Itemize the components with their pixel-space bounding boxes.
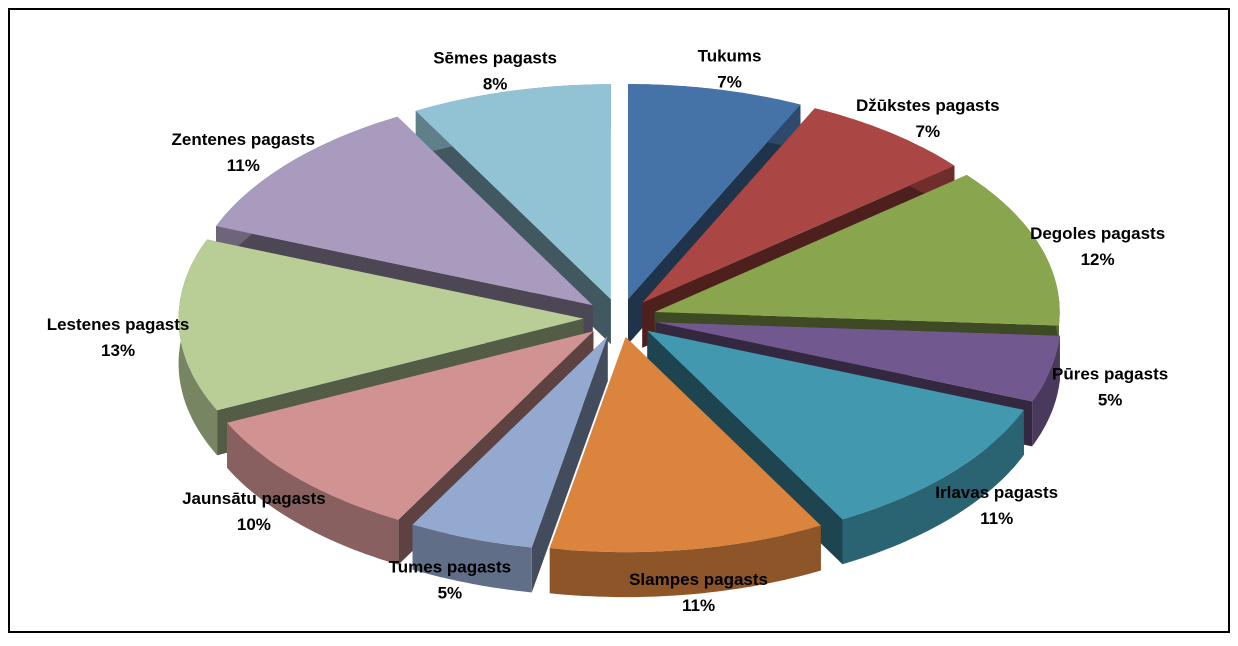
slice-value-label: 5% — [1098, 391, 1123, 410]
slice-label: Pūres pagasts — [1052, 365, 1168, 384]
slice-value-label: 11% — [980, 509, 1013, 528]
slice-top — [178, 239, 584, 411]
slice — [549, 337, 821, 598]
slice-outer-side — [412, 524, 532, 593]
slice-value-label: 7% — [916, 122, 941, 141]
slice-top — [216, 116, 593, 306]
slice-radial-side — [531, 336, 608, 593]
slice-top — [549, 337, 821, 553]
slice-value-label: 8% — [483, 74, 508, 93]
slice-label: Irlavas pagasts — [935, 483, 1058, 502]
slice-top — [655, 322, 1060, 402]
slice-label: Tukums — [698, 46, 762, 65]
slice-label: Degoles pagasts — [1030, 224, 1165, 243]
slice-top — [647, 330, 1024, 520]
slice-value-label: 13% — [101, 341, 135, 360]
slice — [412, 336, 608, 593]
slice-outer-side — [549, 525, 821, 598]
slice-top — [654, 175, 1060, 326]
slice-value-label: 5% — [438, 583, 463, 602]
slice — [647, 330, 1024, 565]
slice-top — [227, 331, 594, 520]
slice-label: Džūkstes pagasts — [856, 96, 1000, 115]
slice-top — [642, 108, 955, 303]
slice-value-label: 12% — [1081, 250, 1115, 269]
slice-value-label: 11% — [227, 156, 260, 175]
slice-top — [412, 336, 608, 548]
slice-label: Slampes pagasts — [629, 570, 768, 589]
slice-label: Tumes pagasts — [389, 557, 512, 576]
slice-top — [415, 84, 611, 300]
slice-outer-side — [842, 409, 1024, 565]
slice-label: Zentenes pagasts — [171, 130, 315, 149]
slice-outer-side — [1032, 335, 1060, 447]
slice-label: Sēmes pagasts — [433, 48, 557, 67]
slice-label: Jaunsātu pagasts — [182, 489, 326, 508]
slice-value-label: 7% — [717, 72, 742, 91]
slice-label: Lestenes pagasts — [47, 315, 190, 334]
slice-value-label: 10% — [237, 515, 271, 534]
slice-top — [628, 84, 801, 300]
slice-outer-side — [227, 422, 399, 565]
slice-value-label: 11% — [682, 596, 715, 615]
